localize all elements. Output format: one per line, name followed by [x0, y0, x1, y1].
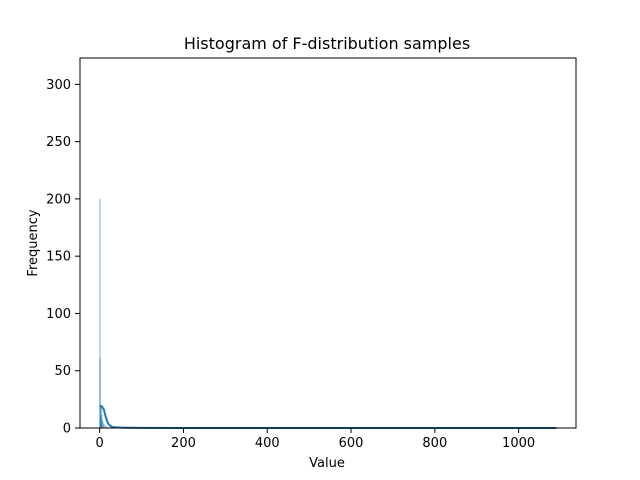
- y-tick-label: 250: [46, 135, 71, 150]
- histogram-bar: [101, 418, 103, 428]
- kde-curve-layer: [99, 405, 557, 429]
- y-axis: 0 50 100 150 200 250 300: [46, 78, 80, 437]
- x-tick-label: 400: [255, 436, 280, 451]
- plot-area-frame: [79, 57, 577, 429]
- y-axis-label: Frequency: [26, 209, 41, 276]
- x-axis-label: Value: [309, 456, 345, 471]
- chart-title: Histogram of F-distribution samples: [184, 34, 470, 53]
- y-tick-label: 300: [46, 78, 71, 93]
- x-tick-label: 600: [339, 436, 364, 451]
- histogram-bar: [104, 424, 106, 428]
- histogram-bar: [99, 198, 101, 428]
- histogram-bars: [99, 198, 120, 428]
- histogram-bar: [102, 423, 105, 428]
- histogram-bar: [99, 358, 101, 428]
- x-tick-label: 0: [96, 436, 104, 451]
- histogram-bar: [105, 425, 108, 428]
- y-tick-label: 200: [46, 192, 71, 207]
- y-tick-label: 0: [63, 422, 71, 437]
- x-tick-label: 800: [422, 436, 447, 451]
- y-tick-label: 50: [54, 364, 71, 379]
- y-tick-label: 150: [46, 250, 71, 265]
- x-tick-label: 200: [171, 436, 196, 451]
- kde-line: [99, 405, 557, 429]
- histogram-bar: [102, 421, 104, 428]
- x-axis: 0 200 400 600 800 1000: [96, 428, 535, 451]
- x-tick-label: 1000: [502, 436, 535, 451]
- histogram-bar: [108, 426, 110, 428]
- y-tick-label: 100: [46, 307, 71, 322]
